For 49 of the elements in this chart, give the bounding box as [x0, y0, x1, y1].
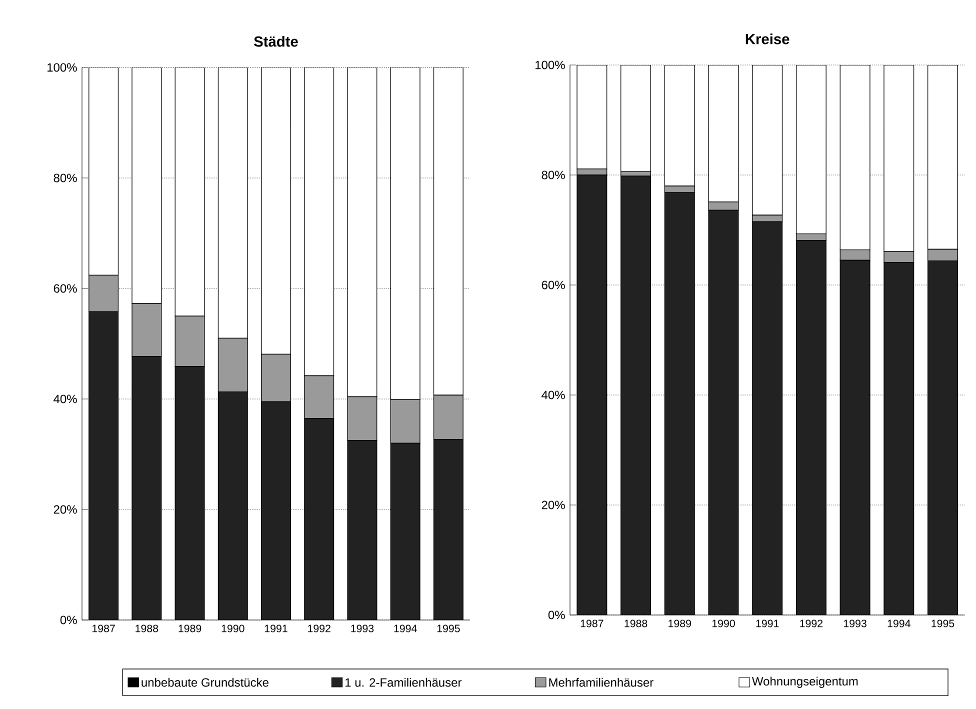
bar [752, 214, 783, 222]
bar [576, 174, 608, 615]
x-tick-label: 1992 [308, 624, 330, 632]
y-tick-label: 20% [54, 505, 77, 514]
legend-label: 1 u. 2-Familienhäuser [346, 678, 462, 687]
x-tick-label: 1993 [844, 620, 866, 628]
chart-title: Städte [254, 36, 298, 47]
x-tick-label: 1990 [712, 620, 735, 628]
x-tick-label: 1989 [178, 624, 202, 632]
legend-label: unbebaute Grundstücke [142, 678, 268, 687]
x-tick-label: 1995 [437, 624, 460, 632]
x-tick-label: 1995 [932, 620, 954, 628]
bar [840, 260, 870, 615]
y-tick-label: 40% [542, 390, 565, 400]
bar [708, 202, 739, 211]
y-tick-label: 80% [542, 170, 565, 180]
x-tick-label: 1987 [92, 624, 115, 632]
chart-title: Kreise [746, 34, 790, 44]
bar [796, 234, 826, 241]
x-tick-label: 1994 [888, 620, 910, 628]
bar [664, 186, 695, 193]
y-tick-label: 20% [542, 500, 565, 510]
y-tick-label: 80% [54, 174, 77, 182]
legend-label: Wohnungseigentum [752, 676, 858, 688]
y-tick-label: 60% [542, 280, 565, 290]
x-tick-label: 1991 [264, 624, 288, 632]
y-tick-label: 100% [48, 63, 77, 72]
x-tick-label: 1988 [136, 624, 158, 632]
x-tick-label: 1991 [756, 620, 779, 628]
x-tick-label: 1993 [351, 624, 374, 632]
x-tick-label: 1990 [222, 624, 244, 632]
bar [620, 176, 652, 615]
y-tick-label: 60% [54, 284, 77, 293]
y-tick-label: 40% [54, 394, 77, 404]
legend-label: Mehrfamilienhäuser [549, 678, 654, 687]
bar [884, 262, 914, 615]
bar [752, 221, 783, 615]
bar [927, 260, 958, 615]
y-tick-label: 0% [548, 610, 565, 620]
bar [708, 210, 739, 615]
x-tick-label: 1992 [800, 620, 823, 628]
x-tick-label: 1989 [668, 620, 691, 628]
y-tick-label: 100% [536, 60, 565, 70]
x-tick-label: 1987 [580, 620, 604, 628]
y-tick-label: 0% [60, 616, 77, 624]
x-tick-label: 1994 [394, 624, 417, 632]
bar [664, 192, 695, 615]
bar [796, 240, 826, 615]
x-tick-label: 1988 [624, 620, 648, 628]
